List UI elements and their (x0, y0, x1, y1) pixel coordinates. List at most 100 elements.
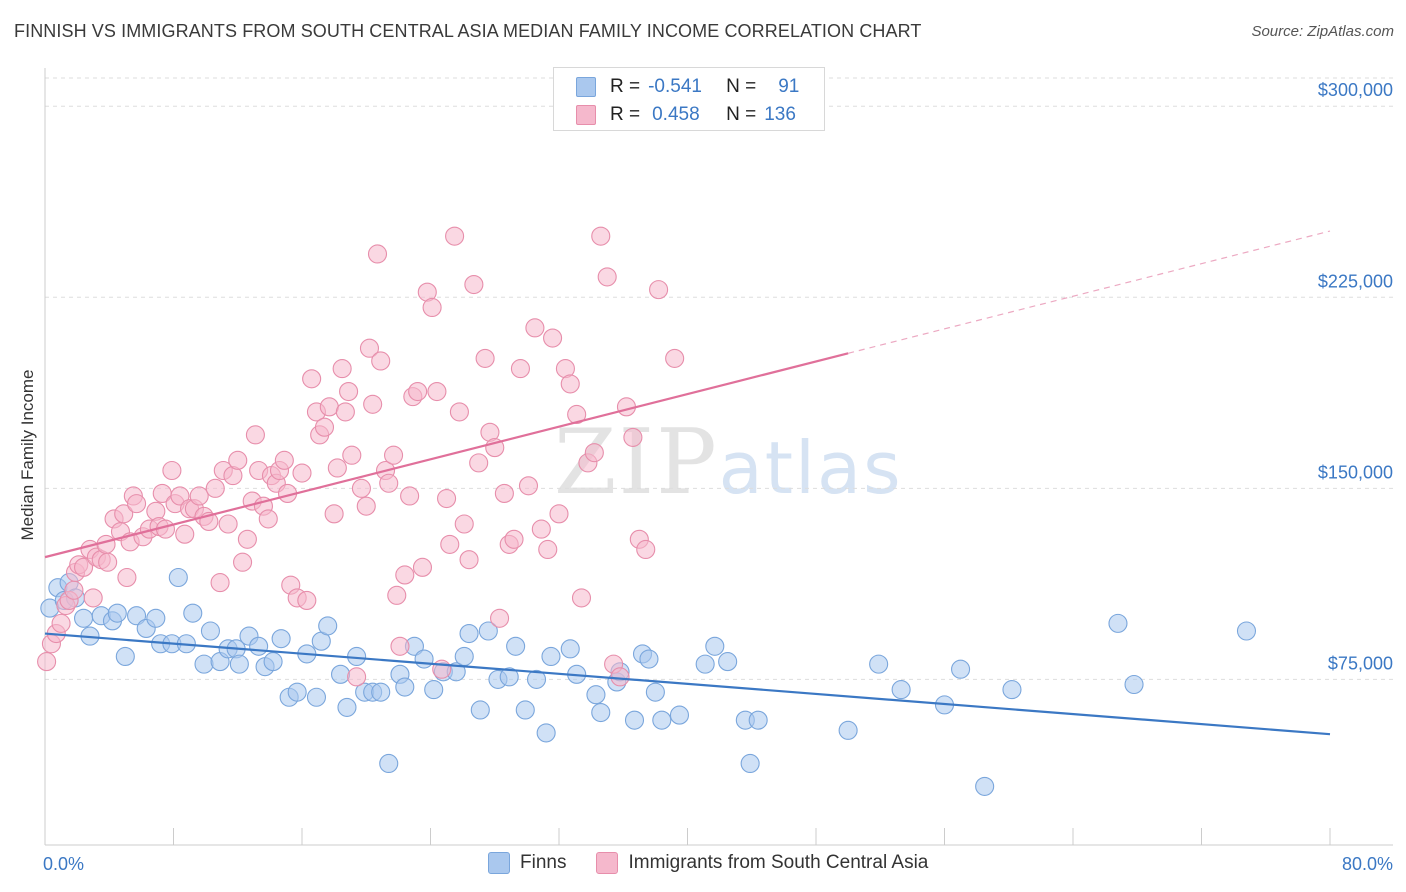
data-point (168, 567, 188, 588)
y-tick-label: $300,000 (1318, 80, 1393, 100)
data-point (445, 226, 465, 246)
data-point (891, 680, 911, 700)
data-point (367, 244, 388, 264)
finns-swatch (576, 77, 596, 97)
correlation-legend: R = -0.541 N = 91 R = 0.458 N = 136 (553, 67, 825, 131)
data-point (263, 652, 283, 672)
immigrants-r-value: 0.458 (652, 104, 700, 125)
data-point (478, 621, 498, 641)
data-point (1002, 680, 1022, 700)
data-point (748, 710, 768, 730)
finns-r-value: -0.541 (648, 76, 702, 97)
legend-immigrants-label: Immigrants from South Central Asia (628, 852, 929, 873)
data-point (127, 606, 147, 626)
legend-item-immigrants: Immigrants from South Central Asia (596, 852, 928, 874)
data-point (292, 463, 312, 483)
data-point (525, 318, 545, 338)
data-point (306, 687, 327, 707)
y-tick-label: $150,000 (1318, 462, 1393, 482)
data-point (449, 402, 469, 422)
data-point (560, 374, 580, 394)
data-point (64, 580, 84, 600)
immigrants-swatch (576, 105, 596, 125)
data-point (412, 557, 433, 577)
data-point (440, 534, 460, 554)
data-point (170, 486, 190, 506)
data-point (597, 267, 617, 287)
data-point (96, 534, 116, 554)
data-point (390, 636, 410, 656)
data-point (233, 552, 253, 572)
data-point (567, 404, 587, 425)
immigrants-r-label: R = (610, 104, 641, 125)
data-point (515, 700, 535, 720)
y-tick-label: $75,000 (1328, 653, 1393, 673)
data-point (526, 669, 547, 689)
data-point (327, 458, 347, 478)
data-point (470, 700, 490, 720)
data-point (1236, 621, 1257, 641)
data-point (490, 608, 510, 628)
data-point (1108, 613, 1128, 633)
data-point (218, 514, 238, 534)
label-layer: $75,000 $150,000 $225,000 $300,000 0.0% 80.0%… (18, 80, 1393, 874)
data-point (395, 677, 415, 697)
data-point (379, 753, 399, 774)
data-point (665, 348, 685, 368)
data-point (518, 476, 539, 496)
data-point (274, 450, 294, 470)
legend-finns-label: Finns (520, 852, 567, 873)
data-point (616, 397, 637, 417)
data-point (591, 702, 611, 723)
data-point (371, 682, 391, 702)
data-point (400, 486, 420, 506)
data-point (107, 603, 127, 623)
data-point (74, 557, 94, 577)
data-point (652, 710, 672, 730)
chart-source: Source: ZipAtlas.com (1251, 23, 1394, 40)
data-point (510, 359, 531, 379)
data-point (258, 509, 278, 529)
data-point (363, 394, 383, 414)
y-tick-label: $225,000 (1318, 271, 1393, 291)
data-point (395, 565, 415, 585)
data-point (464, 274, 484, 295)
data-point (175, 524, 195, 544)
data-point (146, 608, 166, 628)
immigrants-n-label: N = (726, 104, 757, 125)
data-point (371, 351, 391, 371)
data-point (549, 504, 569, 524)
data-point (229, 654, 249, 674)
axis-layer (44, 68, 1393, 846)
data-point (332, 359, 352, 379)
data-point (162, 460, 182, 481)
data-point (245, 425, 265, 445)
data-point (951, 659, 971, 679)
data-point (424, 680, 444, 700)
data-point (437, 488, 457, 509)
data-point (636, 539, 656, 560)
data-point (210, 573, 230, 593)
data-point (624, 710, 645, 730)
data-point (37, 652, 57, 672)
data-point (83, 588, 103, 608)
data-point (351, 478, 371, 498)
finns-r-label: R = (610, 76, 641, 97)
data-point (205, 478, 225, 498)
trend-line-immigrants (44, 352, 849, 559)
points-layer (37, 226, 1257, 796)
legend-row-finns: R = -0.541 N = 91 (554, 73, 799, 101)
data-point (200, 621, 220, 641)
data-point (51, 613, 71, 633)
finns-n-value: 91 (778, 76, 800, 97)
data-point (249, 636, 269, 656)
data-point (560, 639, 580, 659)
data-point (531, 519, 551, 539)
data-point (494, 483, 514, 503)
data-point (356, 496, 376, 516)
data-point (335, 402, 355, 422)
data-point (319, 397, 339, 417)
x-tick-label-left: 0.0% (43, 854, 84, 874)
data-point (586, 685, 606, 705)
